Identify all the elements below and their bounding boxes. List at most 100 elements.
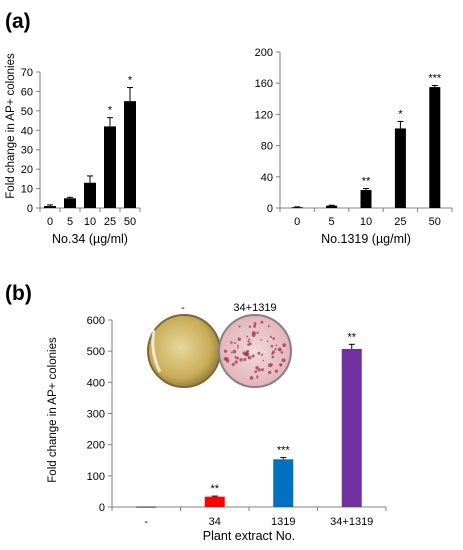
colony-dot xyxy=(230,341,233,344)
colony-dot xyxy=(223,349,228,353)
colony-dot xyxy=(238,325,241,328)
bar xyxy=(394,128,406,208)
x-axis-title: No.34 (µg/ml) xyxy=(52,232,128,246)
colony-dot xyxy=(271,355,275,359)
bar xyxy=(291,207,303,209)
colony-dot xyxy=(237,347,239,349)
colony-dot xyxy=(255,365,259,370)
y-tick-label: 0 xyxy=(267,203,273,215)
bar xyxy=(124,101,136,208)
bar xyxy=(273,459,294,507)
colony-dot xyxy=(232,349,237,354)
colony-dot xyxy=(272,337,276,340)
colony-dot xyxy=(269,335,272,338)
x-tick-label: 34 xyxy=(209,516,221,528)
colony-dot xyxy=(281,358,286,363)
x-tick-label: 5 xyxy=(329,216,335,228)
x-tick-label: 0 xyxy=(47,216,53,228)
x-tick-label: 10 xyxy=(84,216,96,228)
colony-dot xyxy=(262,359,265,362)
colony-dot xyxy=(270,344,274,348)
colony-dot xyxy=(231,362,235,366)
y-tick-label: 0 xyxy=(27,203,33,215)
colony-dot xyxy=(234,360,238,364)
colony-dot xyxy=(249,376,254,380)
y-tick-label: 30 xyxy=(21,145,33,157)
colony-dot xyxy=(253,322,257,325)
y-axis-title: Fold change in AP+ colonies xyxy=(47,337,59,483)
colony-dot xyxy=(261,368,264,372)
y-tick-label: 10 xyxy=(21,184,33,196)
colony-dot xyxy=(247,340,250,343)
colony-dot xyxy=(251,354,255,358)
x-tick-label: 25 xyxy=(394,216,406,228)
colony-dot xyxy=(268,370,272,375)
x-axis-title: No.1319 (µg/ml) xyxy=(321,232,411,246)
x-tick-label: 1319 xyxy=(271,516,295,528)
colony-dot xyxy=(237,337,242,341)
colony-dot xyxy=(256,331,259,335)
significance-label: * xyxy=(128,75,133,87)
significance-label: ** xyxy=(347,331,356,343)
y-tick-label: 40 xyxy=(261,172,273,184)
bar xyxy=(104,126,116,208)
colony-dot xyxy=(235,356,239,360)
x-tick-label: 5 xyxy=(67,216,73,228)
petri-label-control: - xyxy=(181,302,185,314)
y-tick-label: 70 xyxy=(21,67,33,79)
colony-dot xyxy=(270,363,273,366)
x-tick-label: 50 xyxy=(124,216,136,228)
colony-dot xyxy=(245,352,250,357)
significance-label: * xyxy=(108,105,113,117)
colony-dot xyxy=(245,350,249,353)
colony-dot xyxy=(233,341,236,344)
colony-dot xyxy=(282,343,287,347)
y-tick-label: 40 xyxy=(21,125,33,137)
colony-dot xyxy=(239,358,243,362)
significance-label: ** xyxy=(362,176,371,188)
chart-a-left: 0 10 20 30 40 50 60 70 0 5 10 * 25 * 50 No.34 (µg/ml) Fo… xyxy=(5,53,141,246)
x-tick-label: - xyxy=(144,516,148,528)
colony-dot xyxy=(280,351,284,354)
colony-dot xyxy=(236,344,239,347)
colony-dot xyxy=(248,338,251,341)
colony-dot xyxy=(280,364,283,367)
colony-dot xyxy=(247,355,252,360)
panel-a-label: (a) xyxy=(5,10,31,33)
x-tick-label: 34+1319 xyxy=(330,516,373,528)
bar xyxy=(429,87,441,208)
colony-dot xyxy=(274,369,278,373)
x-tick-label: 10 xyxy=(360,216,372,228)
x-tick-label: 50 xyxy=(429,216,441,228)
colony-dot xyxy=(223,357,228,361)
x-axis-title: Plant extract No. xyxy=(203,529,295,543)
colony-dot xyxy=(254,370,258,374)
y-tick-label: 20 xyxy=(21,164,33,176)
panel-b-label: (b) xyxy=(5,282,32,305)
petri-label-combined: 34+1319 xyxy=(233,302,276,314)
colony-dot xyxy=(275,344,278,347)
colony-dot xyxy=(260,339,263,341)
colony-dot xyxy=(256,376,259,379)
bar xyxy=(360,190,372,208)
colony-dot xyxy=(253,324,257,328)
bar xyxy=(64,198,76,208)
significance-label: ** xyxy=(210,483,219,495)
significance-label: *** xyxy=(428,73,442,85)
y-tick-label: 300 xyxy=(87,409,105,421)
colony-dot xyxy=(251,331,256,335)
y-tick-label: 80 xyxy=(261,141,273,153)
bar xyxy=(84,182,96,208)
colony-dot xyxy=(248,325,252,328)
colony-dot xyxy=(243,357,247,362)
colony-dot xyxy=(272,350,276,354)
colony-dot xyxy=(225,359,230,363)
colony-dot xyxy=(257,351,261,355)
y-tick-label: 160 xyxy=(255,78,273,90)
y-tick-label: 600 xyxy=(87,315,105,327)
colony-dot xyxy=(279,348,282,351)
petri-dish-combined xyxy=(218,314,292,388)
x-tick-label: 25 xyxy=(104,216,116,228)
colony-dot xyxy=(274,348,277,351)
